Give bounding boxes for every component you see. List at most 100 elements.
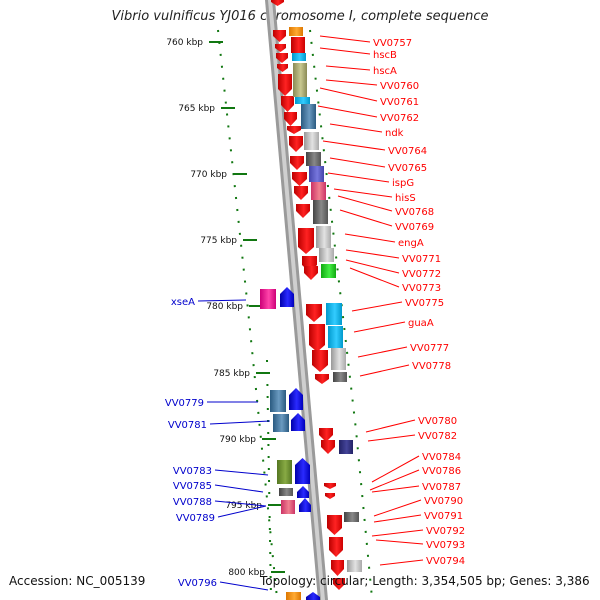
forward-gene-arrow bbox=[309, 324, 325, 352]
forward-gene-block bbox=[313, 200, 328, 224]
forward-gene-block bbox=[295, 97, 310, 104]
forward-gene-label: VV0784 bbox=[422, 452, 461, 463]
reverse-gene-block bbox=[270, 390, 286, 412]
forward-gene-label: VV0791 bbox=[424, 511, 463, 522]
forward-gene-label: VV0794 bbox=[426, 556, 465, 567]
forward-gene-leader-line bbox=[325, 65, 371, 71]
accession-label: Accession: NC_005139 bbox=[9, 574, 146, 588]
forward-gene-label: guaA bbox=[408, 318, 434, 329]
forward-gene-label: VV0786 bbox=[422, 466, 461, 477]
forward-gene-leader-line bbox=[353, 321, 406, 333]
forward-gene-arrow bbox=[321, 440, 335, 454]
forward-gene-arrow bbox=[324, 483, 336, 489]
forward-gene-label: VV0777 bbox=[410, 343, 449, 354]
scale-tick-label: 790 kbp bbox=[219, 435, 256, 445]
forward-gene-leader-line bbox=[373, 514, 422, 523]
forward-gene-arrow bbox=[298, 228, 314, 254]
forward-gene-block bbox=[304, 132, 319, 150]
chromosome-backbone-highlight bbox=[268, 0, 325, 600]
forward-gene-arrow bbox=[312, 350, 328, 372]
forward-gene-leader-line bbox=[339, 209, 393, 227]
reverse-gene-leader-line bbox=[214, 484, 264, 493]
forward-gene-arrow bbox=[271, 0, 284, 6]
forward-gene-block bbox=[311, 182, 326, 200]
forward-gene-leader-line bbox=[349, 267, 400, 288]
forward-gene-leader-line bbox=[325, 79, 378, 86]
forward-gene-arrow bbox=[304, 266, 318, 280]
forward-gene-leader-line bbox=[327, 172, 390, 183]
forward-gene-block bbox=[291, 37, 305, 53]
forward-gene-block bbox=[321, 264, 336, 278]
scale-tick-label: 800 kbp bbox=[228, 568, 265, 578]
forward-gene-label: VV0771 bbox=[402, 254, 441, 265]
forward-gene-arrow bbox=[327, 515, 342, 535]
forward-gene-label: VV0760 bbox=[380, 81, 419, 92]
reverse-gene-arrow bbox=[295, 458, 310, 484]
forward-gene-label: VV0762 bbox=[380, 113, 419, 124]
forward-gene-block bbox=[326, 303, 342, 325]
forward-gene-leader-line bbox=[344, 233, 396, 243]
forward-gene-label: VV0765 bbox=[388, 163, 427, 174]
reverse-gene-label: VV0783 bbox=[173, 466, 212, 477]
forward-gene-block bbox=[347, 560, 362, 572]
forward-gene-leader-line bbox=[371, 455, 420, 483]
forward-gene-label: hscB bbox=[373, 50, 397, 61]
reverse-gene-label: VV0789 bbox=[176, 513, 215, 524]
forward-gene-leader-line bbox=[371, 529, 424, 537]
forward-gene-label: VV0782 bbox=[418, 431, 457, 442]
forward-gene-leader-line bbox=[319, 35, 371, 43]
forward-gene-arrow bbox=[273, 30, 286, 42]
forward-gene-leader-line bbox=[329, 123, 383, 133]
forward-gene-label: VV0757 bbox=[373, 38, 412, 49]
forward-gene-block bbox=[306, 152, 321, 166]
forward-gene-leader-line bbox=[365, 419, 416, 433]
forward-gene-label: VV0772 bbox=[402, 269, 441, 280]
reverse-gene-label: VV0781 bbox=[168, 420, 207, 431]
forward-gene-arrow bbox=[315, 374, 329, 384]
reverse-gene-leader-line bbox=[209, 420, 271, 425]
reverse-gene-block bbox=[277, 460, 292, 484]
forward-gene-block bbox=[309, 166, 324, 182]
forward-gene-leader-line bbox=[375, 539, 424, 545]
forward-gene-label: VV0764 bbox=[388, 146, 427, 157]
forward-gene-leader-line bbox=[319, 87, 378, 102]
reverse-gene-leader-line bbox=[214, 500, 267, 507]
forward-gene-block bbox=[289, 27, 303, 36]
forward-gene-label: VV0780 bbox=[418, 416, 457, 427]
reverse-gene-leader-line bbox=[197, 299, 247, 302]
forward-gene-leader-line bbox=[345, 249, 400, 259]
forward-gene-label: VV0790 bbox=[424, 496, 463, 507]
forward-gene-arrow bbox=[325, 493, 335, 499]
scale-tick-label: 770 kbp bbox=[190, 170, 227, 180]
forward-gene-label: VV0761 bbox=[380, 97, 419, 108]
forward-gene-leader-line bbox=[359, 364, 410, 377]
forward-gene-arrow bbox=[287, 126, 301, 134]
forward-gene-leader-line bbox=[319, 47, 371, 55]
forward-gene-arrow bbox=[276, 53, 288, 63]
reverse-gene-block bbox=[281, 500, 295, 514]
forward-gene-block bbox=[301, 104, 316, 129]
scale-tick-label: 775 kbp bbox=[200, 236, 237, 246]
forward-gene-arrow bbox=[329, 537, 343, 557]
forward-gene-block bbox=[328, 326, 343, 348]
forward-gene-label: VV0773 bbox=[402, 283, 441, 294]
forward-gene-arrow bbox=[275, 44, 286, 52]
inner-scale-line bbox=[217, 29, 278, 599]
forward-gene-leader-line bbox=[373, 499, 422, 517]
reverse-gene-arrow bbox=[291, 413, 305, 431]
forward-gene-leader-line bbox=[357, 346, 408, 358]
reverse-gene-block bbox=[273, 414, 289, 432]
forward-gene-label: VV0792 bbox=[426, 526, 465, 537]
reverse-gene-block bbox=[279, 488, 293, 496]
forward-gene-label: engA bbox=[398, 238, 424, 249]
reverse-gene-label: VV0788 bbox=[173, 497, 212, 508]
forward-gene-arrow bbox=[284, 112, 297, 126]
scale-tick-label: 780 kbp bbox=[206, 302, 243, 312]
reverse-gene-leader-line bbox=[217, 505, 267, 518]
scale-tick-label: 760 kbp bbox=[166, 38, 203, 48]
forward-gene-arrow bbox=[292, 172, 307, 186]
forward-gene-block bbox=[316, 226, 331, 248]
forward-gene-leader-line bbox=[379, 559, 424, 566]
forward-gene-label: hisS bbox=[395, 193, 416, 204]
